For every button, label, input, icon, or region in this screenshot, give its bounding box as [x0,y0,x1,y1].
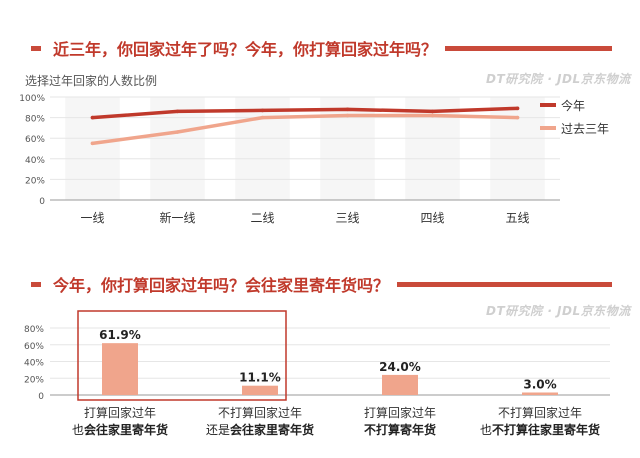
y-tick-label: 20% [25,176,45,186]
data-point [260,108,265,113]
data-point [345,107,350,112]
data-point [175,109,180,114]
x-tick-bold: 会往家里寄年货 [84,422,168,437]
y-tick-label: 80% [24,325,44,335]
watermark-logo: DT研究院 · JDL京东物流 [486,72,631,86]
legend-label: 过去三年 [561,122,609,136]
section2-title-bar: 今年，你打算回家过年吗？会往家里寄年货吗？ [0,272,640,296]
x-tick-label-line2: 不打算寄年货 [364,422,436,437]
watermark-logo: DT研究院 · JDL京东物流 [486,304,631,318]
x-tick-prefix: 也 [72,423,84,437]
x-tick-label: 新一线 [159,210,195,225]
section2-title: 今年，你打算回家过年吗？会往家里寄年货吗？ [53,276,390,295]
y-tick-label: 80% [25,115,45,125]
series-line-past-three-years [90,113,520,146]
y-tick-label: 20% [24,375,44,385]
series-line-this-year [90,106,520,120]
column-band [490,97,545,200]
x-tick-label: 二线 [250,211,274,225]
data-point [175,130,180,134]
title-right-accent [445,45,612,51]
legend-label: 今年 [561,98,585,113]
x-tick-label-line2: 还是会往家里寄年货 [206,422,314,437]
x-tick-label: 打算回家过年 [84,405,156,420]
y-tick-label: 40% [24,359,44,369]
title-right-accent [397,281,612,287]
column-band [235,97,290,200]
bar-value-label: 61.9% [99,328,141,342]
data-point [90,115,95,120]
x-tick-label: 一线 [80,211,104,225]
data-point [430,109,435,114]
y-tick-label: 60% [25,135,45,145]
data-point [515,106,520,111]
section1-title: 近三年，你回家过年了吗？今年，你打算回家过年吗？ [53,40,438,59]
line-chart-ylabel: 选择过年回家的人数比例 [25,74,158,88]
x-tick-bold: 不打算寄年货 [364,422,436,437]
highlight-box [77,310,287,401]
x-tick-label: 四线 [420,211,444,225]
x-tick-label: 不打算回家过年 [218,405,302,420]
y-tick-label: 40% [25,156,45,166]
section1-title-bar: 近三年，你回家过年了吗？今年，你打算回家过年吗？ [0,36,640,60]
data-point [345,113,350,118]
y-tick-label: 0 [39,197,45,207]
y-tick-label: 60% [24,342,44,352]
x-tick-label: 五线 [505,211,529,225]
bar [242,385,278,395]
title-left-accent [31,45,41,51]
data-point [515,115,520,120]
title-left-accent [31,281,41,287]
x-tick-label-line2: 也会往家里寄年货 [72,422,168,437]
bar [382,374,418,395]
bar [522,392,558,395]
bar-value-label: 24.0% [379,360,421,374]
bar [102,343,138,395]
data-point [260,115,265,120]
x-tick-prefix: 还是 [206,423,230,437]
x-tick-label: 三线 [335,211,359,225]
column-band [65,97,120,200]
column-band [320,97,375,200]
x-tick-label: 打算回家过年 [364,405,436,420]
bar-chart: 020%40%60%80% 61.9%11.1%24.0%3.0%打算回家过年也会… [24,310,610,437]
data-point [90,141,95,146]
bar-value-label: 3.0% [523,377,556,391]
y-tick-label: 0 [38,392,44,402]
x-tick-label-line2: 也不打算往家里寄年货 [480,422,600,437]
bar-value-label: 11.1% [239,371,281,385]
x-tick-prefix: 也 [480,423,492,437]
x-tick-bold: 不打算往家里寄年货 [492,422,600,437]
data-point [430,113,435,118]
x-tick-label: 不打算回家过年 [498,405,582,420]
y-tick-label: 100% [19,94,45,104]
x-tick-bold: 会往家里寄年货 [230,422,314,437]
